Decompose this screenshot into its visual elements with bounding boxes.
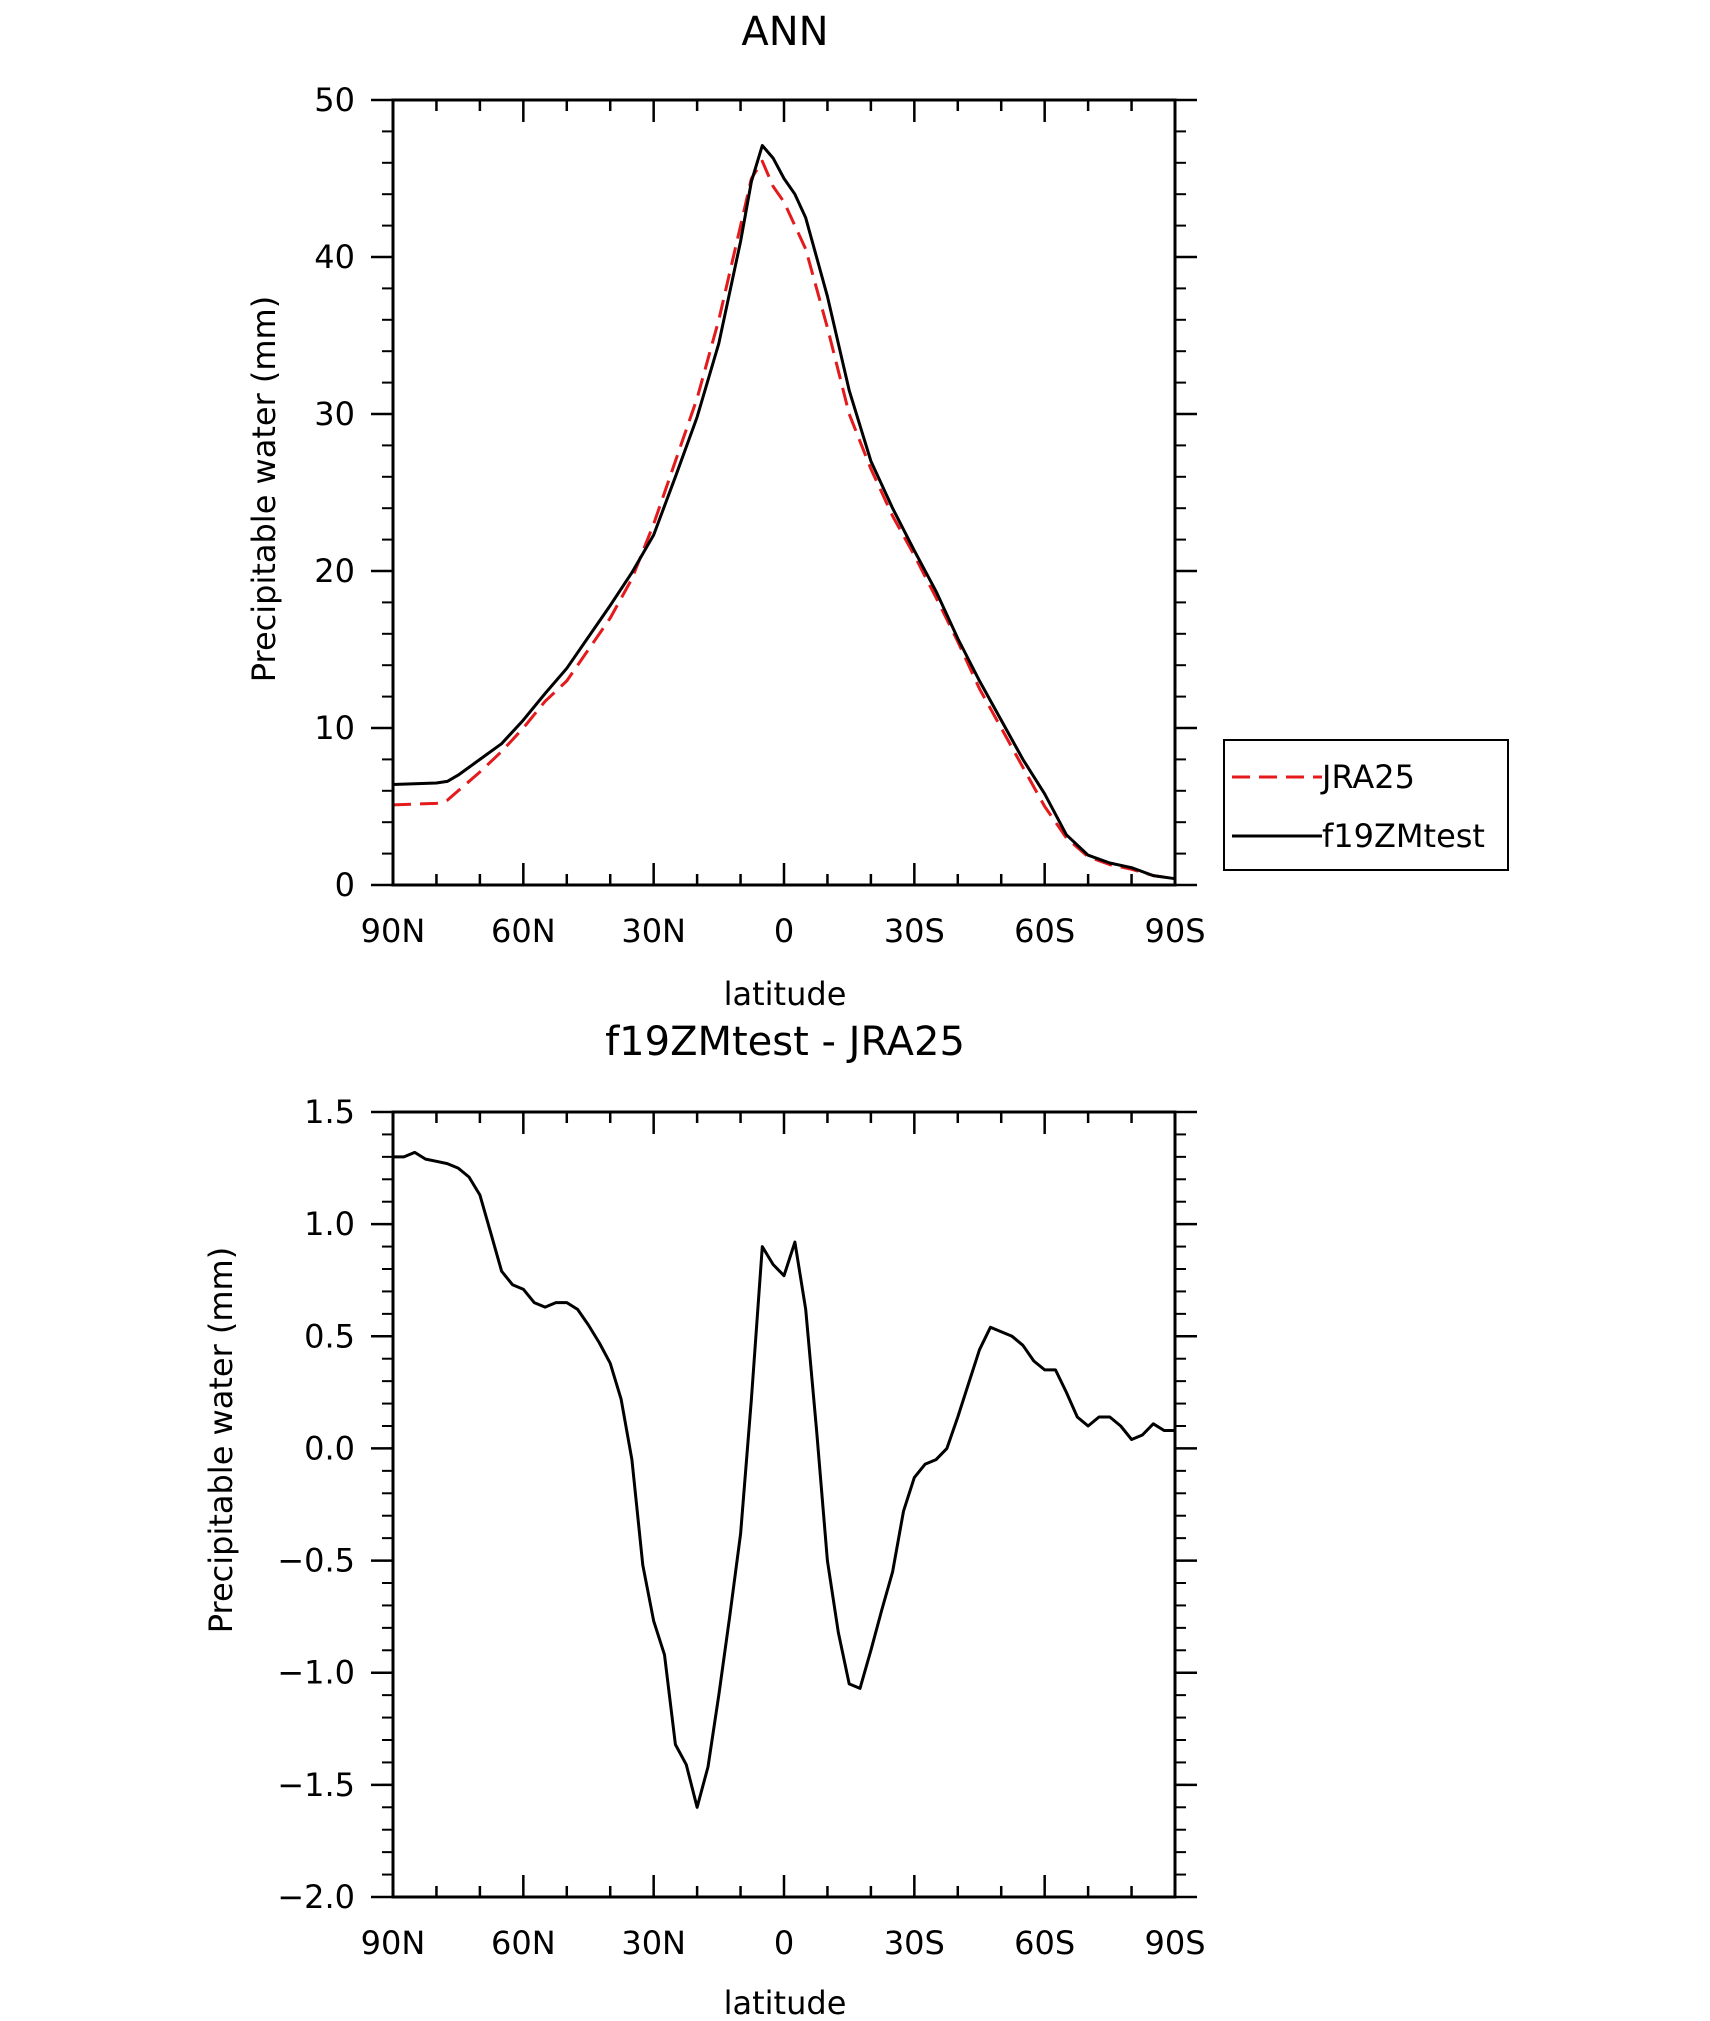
series-layer <box>392 144 1176 881</box>
chart-difference: f19ZMtest - JRA25 90N 60N 30N 0 30S 60S 90S −2… <box>202 1019 1206 2021</box>
y-tick-label: 20 <box>314 552 355 590</box>
x-tick-labels: 90N 60N 30N 0 30S 60S 90S <box>361 912 1206 950</box>
x-tick-label: 60N <box>491 912 556 950</box>
series-line-difference <box>393 1150 1175 1809</box>
legend: JRA25 f19ZMtest <box>1223 739 1509 871</box>
y-tick-label: −2.0 <box>277 1878 355 1916</box>
plot-frame <box>391 98 1177 887</box>
x-axis-label: latitude <box>724 975 847 1013</box>
y-axis-label: Precipitable water (mm) <box>202 1247 240 1633</box>
x-tick-label: 90S <box>1144 912 1205 950</box>
x-tick-label: 0 <box>774 912 794 950</box>
y-tick-label: 0.0 <box>304 1429 355 1467</box>
y-tick-labels: 0 10 20 30 40 50 <box>314 81 355 904</box>
chart-annual-mean: ANN 90N 60N 30N 0 30S 60S 90S 0 10 20 30 40 50 lati… <box>245 9 1509 1013</box>
x-tick-label: 30N <box>621 912 686 950</box>
x-tick-labels: 90N 60N 30N 0 30S 60S 90S <box>361 1924 1206 1962</box>
x-tick-label: 90N <box>361 1924 426 1962</box>
y-tick-label: −1.0 <box>277 1654 355 1692</box>
x-tick-label: 30N <box>621 1924 686 1962</box>
chart-title: f19ZMtest - JRA25 <box>605 1019 965 1065</box>
y-tick-label: 10 <box>314 709 355 747</box>
y-tick-label: 50 <box>314 81 355 119</box>
x-tick-label: 60S <box>1014 1924 1075 1962</box>
chart-title: ANN <box>741 9 828 55</box>
y-tick-label: 40 <box>314 238 355 276</box>
y-tick-label: −0.5 <box>277 1542 355 1580</box>
series-layer <box>393 1150 1175 1809</box>
y-axis-label: Precipitable water (mm) <box>245 296 283 682</box>
legend-label-jra25: JRA25 <box>1320 758 1415 796</box>
x-tick-label: 60N <box>491 1924 556 1962</box>
x-axis-label: latitude <box>724 1984 847 2021</box>
series-line-f19zmtest <box>392 144 1176 881</box>
tick-marks <box>371 98 1197 887</box>
y-tick-label: 0.5 <box>304 1317 355 1355</box>
y-tick-label: −1.5 <box>277 1766 355 1804</box>
series-line-jra25 <box>392 159 1176 881</box>
plot-frame <box>391 1110 1177 1899</box>
legend-label-f19zmtest: f19ZMtest <box>1322 817 1485 855</box>
tick-marks <box>371 1110 1197 1899</box>
x-tick-label: 90S <box>1144 1924 1205 1962</box>
x-tick-label: 0 <box>774 1924 794 1962</box>
y-tick-label: 0 <box>335 866 355 904</box>
x-tick-label: 30S <box>884 912 945 950</box>
x-tick-label: 30S <box>884 1924 945 1962</box>
y-tick-label: 1.5 <box>304 1093 355 1131</box>
legend-box <box>1223 739 1509 871</box>
x-tick-label: 90N <box>361 912 426 950</box>
x-tick-label: 60S <box>1014 912 1075 950</box>
y-tick-label: 1.0 <box>304 1205 355 1243</box>
y-tick-label: 30 <box>314 395 355 433</box>
y-tick-labels: −2.0 −1.5 −1.0 −0.5 0.0 0.5 1.0 1.5 <box>277 1093 355 1916</box>
